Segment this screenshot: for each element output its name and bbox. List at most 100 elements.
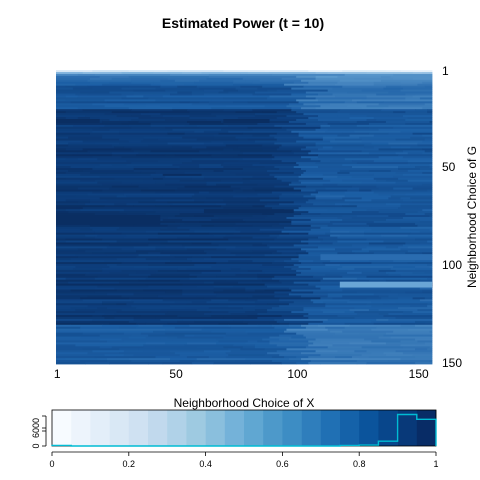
heatmap-cell: [271, 158, 312, 161]
heatmap-cell: [429, 346, 433, 349]
heatmap-cell: [354, 316, 387, 320]
heatmap-cell: [213, 136, 236, 139]
colorbar-swatch: [301, 410, 322, 446]
heatmap-cell: [252, 175, 275, 179]
colorbar-swatch: [71, 410, 91, 446]
heatmap-cell: [92, 70, 130, 73]
heatmap-cell: [267, 244, 295, 247]
heatmap-cell: [334, 95, 367, 98]
heatmap-cell: [136, 326, 176, 330]
heatmap-cell: [240, 187, 253, 190]
heatmap-cell: [162, 75, 210, 79]
heatmap-cell: [155, 87, 200, 90]
heatmap-cell: [56, 73, 79, 77]
heatmap-cell: [254, 309, 268, 312]
heatmap-cell: [308, 238, 324, 241]
heatmap-cell: [419, 230, 433, 234]
heatmap-cell: [56, 224, 91, 228]
colorbar-swatch: [109, 410, 130, 446]
heatmap-cell: [184, 70, 224, 73]
heatmap-cell: [305, 201, 326, 204]
heatmap-cell: [298, 256, 333, 259]
heatmap-cell: [298, 254, 341, 257]
heatmap-streak: [56, 119, 100, 123]
heatmap-cell: [56, 232, 96, 236]
heatmap-cell: [339, 79, 370, 83]
heatmap-cell: [102, 83, 152, 87]
heatmap-cell: [199, 164, 222, 167]
heatmap-cell: [320, 354, 363, 357]
heatmap-cell: [259, 266, 285, 269]
heatmap-cell: [148, 111, 190, 114]
heatmap-cell: [85, 250, 137, 253]
histogram-x-tick-label: 0.6: [276, 459, 289, 469]
heatmap-cell: [143, 344, 185, 347]
heatmap-cell: [388, 215, 401, 218]
heatmap-cell: [402, 199, 433, 202]
heatmap-cell: [102, 269, 122, 273]
heatmap-cell: [143, 346, 156, 349]
heatmap-cell: [315, 189, 348, 192]
heatmap-cell: [296, 162, 316, 165]
heatmap-cell: [174, 152, 210, 155]
heatmap-cell: [206, 181, 244, 185]
heatmap-cell: [419, 168, 433, 171]
heatmap-cell: [334, 207, 372, 210]
heatmap-cell: [233, 318, 275, 322]
heatmap-cell: [376, 185, 418, 188]
heatmap-cell: [347, 271, 363, 275]
heatmap-cell: [199, 97, 224, 100]
heatmap-cell: [56, 146, 98, 149]
heatmap-cell: [242, 158, 273, 161]
heatmap-cell: [138, 254, 171, 257]
heatmap-cell: [254, 344, 278, 347]
heatmap-cell: [291, 336, 307, 339]
heatmap-cell: [94, 230, 147, 234]
heatmap-cell: [68, 281, 120, 285]
heatmap-cell: [56, 87, 74, 90]
heatmap-cell: [80, 91, 110, 94]
heatmap-cell: [315, 128, 329, 132]
heatmap-cell: [170, 260, 193, 263]
histogram-x-tick-label: 1: [433, 459, 438, 469]
heatmap-cell: [301, 173, 324, 177]
heatmap-cell: [56, 287, 96, 290]
heatmap-cell: [267, 203, 280, 206]
heatmap-cell: [116, 228, 161, 232]
heatmap-cell: [191, 197, 207, 200]
heatmap-cell: [56, 328, 81, 332]
heatmap-cell: [167, 226, 178, 230]
heatmap-cell: [172, 109, 188, 112]
heatmap-cell: [347, 301, 372, 304]
heatmap-cell: [138, 120, 188, 124]
heatmap-cell: [252, 295, 275, 298]
heatmap-cell: [252, 215, 268, 218]
heatmap-cell: [56, 348, 84, 351]
heatmap-cell: [288, 324, 302, 328]
heatmap-cell: [405, 242, 421, 245]
heatmap-cell: [160, 228, 190, 232]
heatmap-cell: [155, 191, 200, 194]
heatmap-cell: [286, 262, 302, 265]
heatmap-cell: [390, 287, 421, 290]
heatmap-cell: [77, 97, 122, 100]
heatmap-cell: [245, 258, 292, 261]
heatmap-cell: [308, 283, 343, 286]
heatmap-cell: [301, 352, 321, 355]
heatmap-cell: [415, 320, 433, 324]
heatmap-cell: [252, 260, 275, 263]
heatmap-cell: [148, 242, 161, 245]
heatmap-cell: [56, 291, 96, 294]
heatmap-cell: [325, 303, 367, 306]
heatmap-cell: [165, 134, 215, 138]
heatmap-cell: [274, 275, 314, 279]
heatmap-cell: [189, 122, 224, 126]
heatmap-cell: [109, 362, 149, 365]
heatmap-cell: [148, 275, 198, 279]
heatmap-cell: [106, 246, 135, 249]
heatmap-cell: [305, 95, 336, 98]
heatmap-cell: [196, 295, 217, 298]
heatmap-cell: [342, 289, 392, 292]
colorbar-swatch: [128, 410, 149, 446]
heatmap-cell: [56, 238, 67, 241]
